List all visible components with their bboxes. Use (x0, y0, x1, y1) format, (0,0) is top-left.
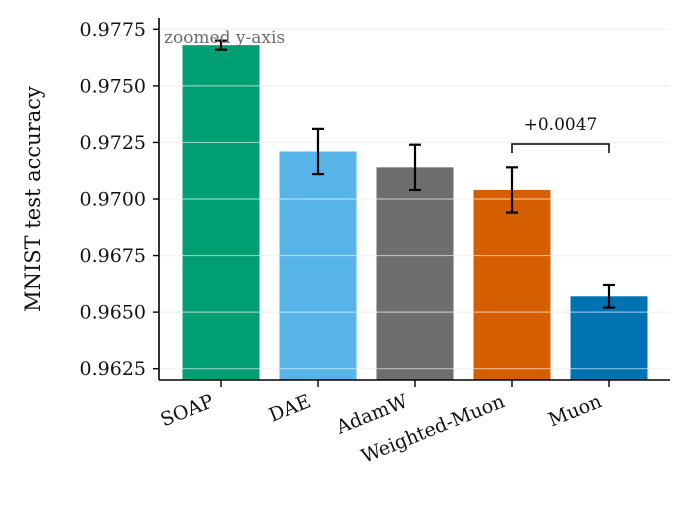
y-tick-label: 0.9650 (80, 302, 146, 324)
y-tick-label: 0.9675 (80, 245, 146, 267)
x-tick-label: DAE (266, 390, 314, 426)
y-tick-label: 0.9750 (80, 75, 146, 97)
bar-adamw (376, 167, 454, 380)
y-tick-label: 0.9700 (80, 189, 146, 211)
x-tick-label: Muon (545, 390, 605, 431)
bar-muon (570, 296, 648, 380)
bars (159, 28, 670, 381)
y-axis-ticks: 0.9625 0.9650 0.9675 0.9700 0.9725 0.9750 0.97… (80, 19, 159, 380)
y-tick-label: 0.9625 (80, 358, 146, 380)
bracket-line (511, 143, 610, 153)
bar-soap (182, 45, 260, 381)
y-tick-label: 0.9775 (80, 19, 146, 41)
bar-dae (279, 151, 357, 380)
comparison-label: +0.0047 (524, 115, 598, 135)
x-tick-label: SOAP (158, 390, 218, 431)
error-bars (215, 39, 615, 309)
y-axis-title: MNIST test accuracy (21, 86, 45, 312)
comparison-bracket: +0.0047 (511, 115, 610, 153)
y-tick-label: 0.9725 (80, 132, 146, 154)
zoom-note: zoomed y-axis (164, 28, 285, 48)
bar-weighted-muon (473, 189, 551, 380)
